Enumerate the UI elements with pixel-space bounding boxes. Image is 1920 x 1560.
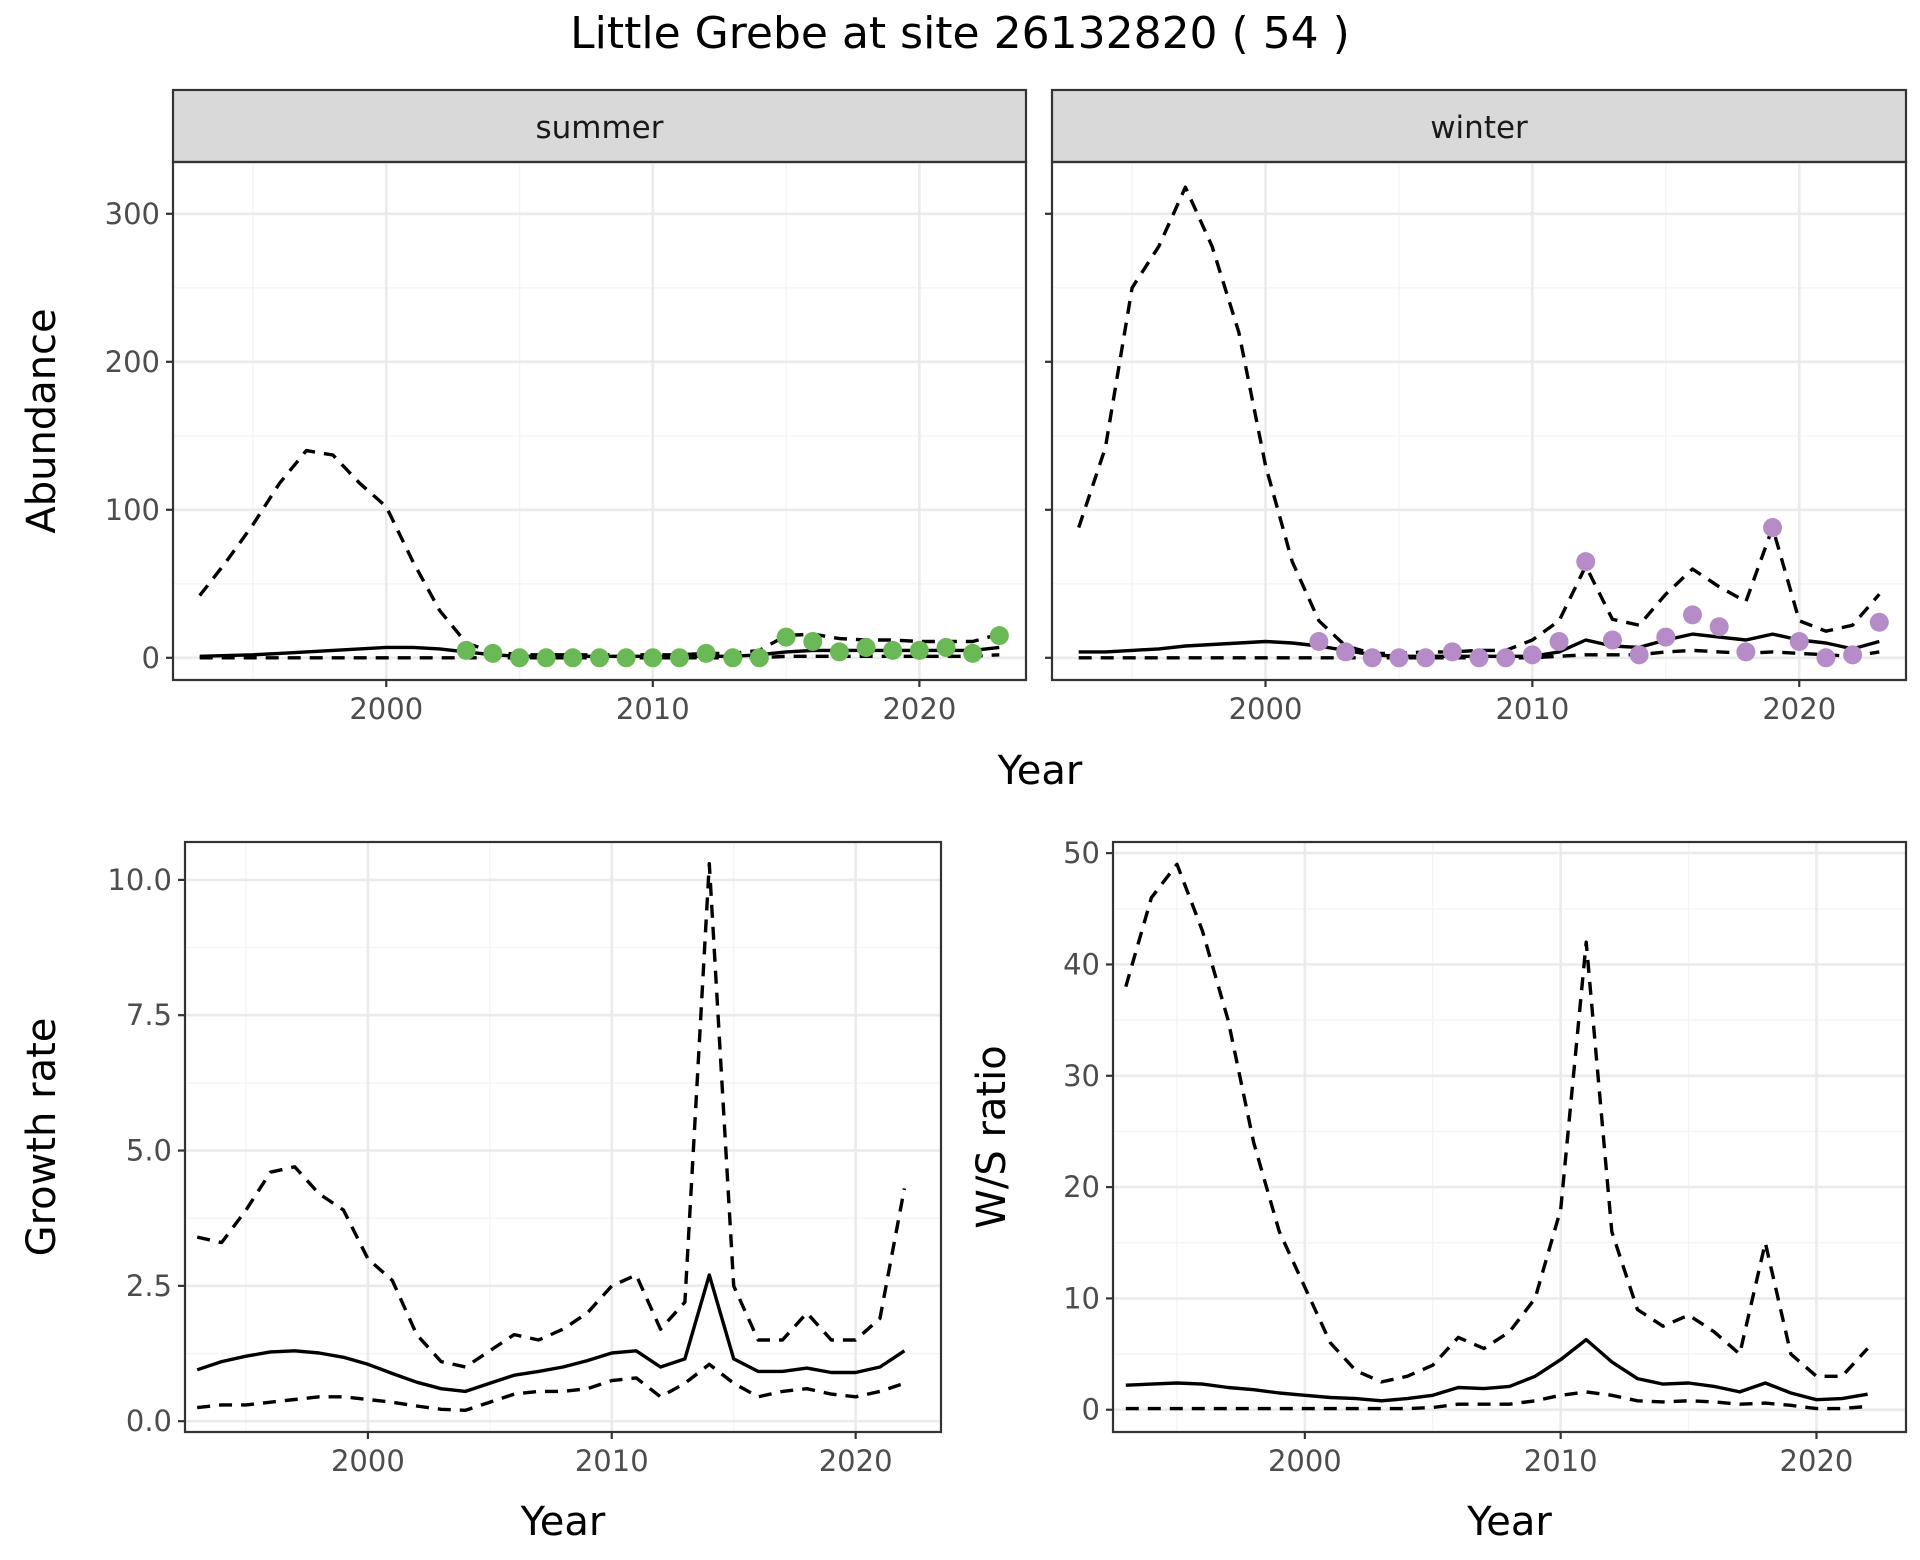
y-tick-label: 200 — [105, 345, 160, 379]
data-point — [510, 648, 530, 668]
x-axis-title: Year — [520, 1499, 606, 1545]
data-point — [1336, 642, 1356, 662]
data-point — [1843, 645, 1863, 665]
data-point — [590, 648, 609, 668]
data-point — [1549, 632, 1569, 652]
data-point — [696, 643, 716, 663]
data-point — [1816, 648, 1836, 668]
data-point — [1309, 632, 1329, 652]
series-upper-line — [196, 862, 907, 1369]
panel-frame — [183, 840, 943, 1434]
data-point — [1602, 630, 1622, 650]
series-upper-line — [198, 448, 1000, 657]
x-tick-label: 2000 — [331, 1444, 405, 1478]
series-lower-line — [197, 1362, 905, 1412]
x-tick-label: 2010 — [1495, 692, 1569, 726]
data-point — [1576, 552, 1596, 572]
data-point — [669, 648, 689, 668]
y-tick-label: 0.0 — [126, 1404, 172, 1438]
panel-ws_ratio-0 — [1106, 840, 1908, 1439]
data-point — [536, 648, 556, 668]
x-tick-label: 2010 — [575, 1444, 649, 1478]
y-axis-title: Growth rate — [19, 1018, 65, 1257]
data-point — [1869, 612, 1889, 632]
series-estimate-line — [196, 1273, 906, 1394]
data-point — [803, 632, 823, 652]
panel-frame — [171, 160, 1028, 682]
x-tick-label: 2000 — [349, 692, 423, 726]
data-point — [1416, 648, 1436, 668]
data-point — [643, 648, 663, 668]
data-point — [1656, 627, 1676, 647]
facet-strip-summer — [171, 88, 1028, 164]
y-tick-label: 30 — [1063, 1059, 1100, 1093]
facet-strip-label: winter — [1430, 110, 1528, 146]
y-tick-label: 0 — [142, 641, 160, 675]
y-axis-title: Abundance — [19, 308, 65, 533]
data-point — [1736, 642, 1756, 662]
data-point — [1496, 648, 1516, 668]
data-point — [1709, 617, 1729, 637]
chart-title: Little Grebe at site 26132820 ( 54 ) — [570, 8, 1350, 59]
x-tick-label: 2020 — [1762, 692, 1836, 726]
x-tick-label: 2010 — [616, 692, 690, 726]
series-estimate-line — [1125, 1337, 1868, 1403]
y-tick-label: 5.0 — [126, 1134, 172, 1168]
series-upper-line — [1077, 185, 1881, 656]
data-point — [1469, 648, 1489, 668]
y-tick-label: 2.5 — [126, 1269, 172, 1303]
y-tick-label: 40 — [1063, 947, 1100, 981]
x-tick-label: 2000 — [1268, 1444, 1342, 1478]
data-point — [1522, 645, 1542, 665]
data-point — [563, 648, 583, 668]
y-axis-title: W/S ratio — [969, 1045, 1015, 1228]
y-tick-label: 50 — [1063, 836, 1100, 870]
x-tick-label: 2000 — [1229, 692, 1303, 726]
y-tick-label: 300 — [105, 197, 160, 231]
y-tick-label: 10 — [1063, 1281, 1100, 1315]
data-point — [1442, 642, 1462, 662]
data-point — [723, 648, 743, 668]
data-point — [776, 627, 796, 647]
y-tick-label: 7.5 — [126, 998, 172, 1032]
data-point — [936, 637, 956, 657]
series-upper-line — [1124, 862, 1869, 1384]
data-point — [883, 640, 903, 660]
data-point — [1629, 645, 1649, 665]
y-tick-label: 10.0 — [107, 863, 172, 897]
data-point — [963, 643, 983, 663]
y-tick-label: 0 — [1082, 1393, 1100, 1427]
data-point — [749, 648, 769, 668]
data-point — [1362, 648, 1382, 668]
data-point — [1763, 518, 1783, 538]
data-point — [989, 626, 1009, 646]
data-point — [1789, 632, 1809, 652]
x-tick-label: 2020 — [1780, 1444, 1854, 1478]
panel-abundance-0 — [166, 160, 1028, 687]
x-tick-label: 2010 — [1524, 1444, 1598, 1478]
facet-strip-label: summer — [535, 110, 663, 146]
panel-frame — [1111, 840, 1908, 1434]
panel-frame — [1050, 160, 1908, 682]
series-lower-line — [1125, 1390, 1868, 1411]
x-axis-title: Year — [997, 748, 1083, 794]
data-point — [456, 640, 476, 660]
data-point — [1683, 605, 1702, 625]
data-point — [616, 648, 636, 668]
x-tick-label: 2020 — [882, 692, 956, 726]
data-point — [483, 643, 503, 663]
panel-growth-0 — [178, 840, 943, 1439]
x-tick-label: 2020 — [819, 1444, 893, 1478]
y-tick-label: 100 — [105, 493, 160, 527]
panel-abundance-1 — [1045, 160, 1908, 687]
y-tick-label: 20 — [1063, 1170, 1100, 1204]
x-axis-title: Year — [1466, 1499, 1552, 1545]
data-point — [829, 642, 849, 662]
data-point — [909, 640, 929, 660]
data-point — [1389, 648, 1409, 668]
data-point — [856, 637, 876, 657]
